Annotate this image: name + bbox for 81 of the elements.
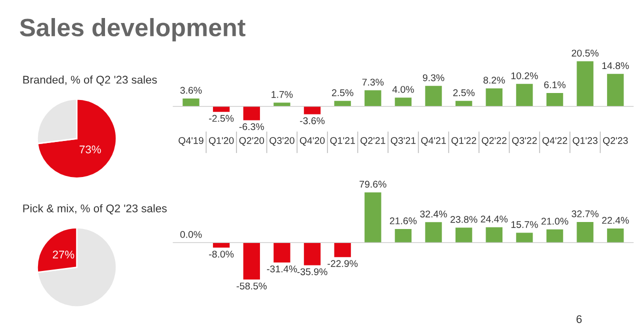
chart-title: Pick & mix, % of Q2 '23 sales <box>23 204 167 214</box>
bar <box>334 242 351 258</box>
data-label: 32.4% <box>420 210 447 218</box>
data-label: 3.6% <box>180 86 202 94</box>
x-tick-label: Q3'20 <box>270 137 294 146</box>
x-tick-label: Q1'22 <box>451 137 476 146</box>
x-tick-label: Q3'22 <box>512 137 537 146</box>
bar <box>304 106 321 114</box>
bar <box>243 242 260 280</box>
x-tick-label: Q1'21 <box>330 137 355 146</box>
x-tick-label: Q4'20 <box>300 137 325 146</box>
text: 6 <box>576 315 582 324</box>
bar <box>394 228 412 243</box>
chart-title: Branded, % of Q2 '23 sales <box>23 75 157 86</box>
data-label: 22.4% <box>602 216 629 224</box>
bar <box>546 229 564 243</box>
data-label: 2.5% <box>453 89 475 96</box>
data-label: 9.3% <box>422 74 444 82</box>
data-label: 79.6% <box>360 180 386 188</box>
data-label: 0.0% <box>180 231 202 238</box>
bar <box>455 228 472 243</box>
data-label: 1.7% <box>272 91 293 98</box>
bar <box>607 228 624 243</box>
data-label: -6.3% <box>239 123 264 130</box>
bar <box>274 242 290 262</box>
data-label: -31.4% <box>266 265 297 272</box>
data-label: 73% <box>80 146 101 154</box>
bar <box>455 100 472 106</box>
pie-slice <box>36 227 118 308</box>
x-tick-label: Q2'22 <box>482 137 506 146</box>
bar <box>182 98 200 106</box>
x-tick-label: Q2'20 <box>239 137 264 146</box>
text: Sales development <box>20 18 246 42</box>
bar <box>334 100 351 106</box>
data-label: -22.9% <box>328 260 358 267</box>
x-tick-label: Q4'19 <box>178 137 204 146</box>
bar <box>486 88 502 106</box>
data-label: 23.8% <box>450 216 478 223</box>
data-label: 32.7% <box>572 210 599 218</box>
bar <box>304 242 321 266</box>
x-tick-label: Q3'21 <box>390 137 416 146</box>
bar <box>546 92 564 106</box>
pie-slice <box>36 98 118 179</box>
bar <box>212 106 230 112</box>
bar <box>576 222 594 243</box>
data-label: 21.6% <box>390 217 417 224</box>
x-tick-label: Q1'23 <box>572 137 598 146</box>
data-label: 6.1% <box>544 81 566 88</box>
x-tick-label: Q2'23 <box>603 137 628 146</box>
x-tick-label: Q1'20 <box>208 137 234 146</box>
data-label: 14.8% <box>602 62 629 70</box>
bar <box>425 86 442 106</box>
data-label: -35.9% <box>297 268 328 276</box>
x-tick-label: Q4'21 <box>421 137 446 146</box>
bar <box>576 61 594 106</box>
x-tick-label: Q2'21 <box>360 137 386 146</box>
bar <box>607 74 624 106</box>
bar <box>516 232 533 243</box>
data-label: 7.3% <box>362 78 384 86</box>
data-label: 24.4% <box>480 216 508 222</box>
data-label: 27% <box>52 250 74 258</box>
data-label: -8.0% <box>209 250 234 258</box>
bar <box>516 84 533 106</box>
data-label: 20.5% <box>572 50 599 57</box>
data-label: 8.2% <box>483 76 505 84</box>
data-label: 15.7% <box>511 221 538 228</box>
bar <box>364 90 382 106</box>
data-label: 4.0% <box>392 86 414 93</box>
bar <box>425 222 442 243</box>
data-label: 10.2% <box>511 72 538 80</box>
bar <box>364 192 382 243</box>
bar <box>243 106 260 120</box>
bar <box>486 227 502 243</box>
x-tick-label: Q4'22 <box>542 137 568 146</box>
data-label: 2.5% <box>332 89 354 96</box>
data-label: 21.0% <box>541 218 568 225</box>
data-label: -2.5% <box>209 114 234 122</box>
data-label: -58.5% <box>236 282 267 290</box>
bar <box>274 102 290 106</box>
bar <box>394 98 412 106</box>
data-label: -3.6% <box>300 117 325 124</box>
